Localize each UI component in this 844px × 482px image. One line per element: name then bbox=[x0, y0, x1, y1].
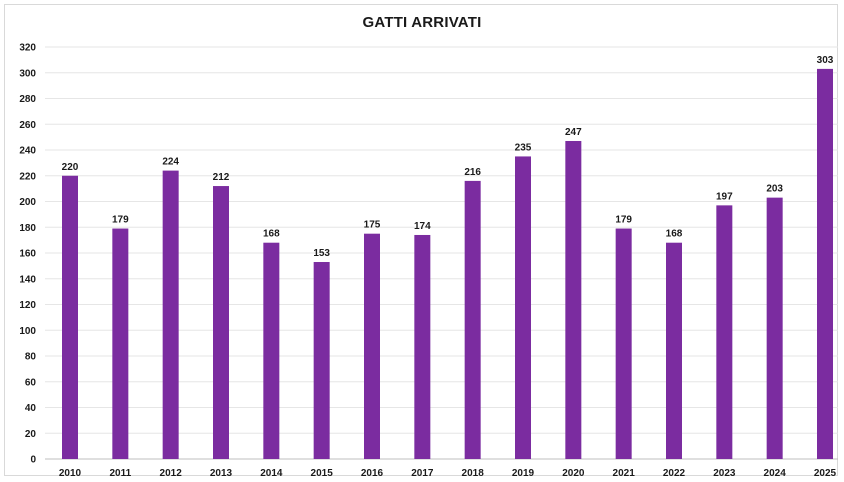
bar-2021 bbox=[615, 228, 632, 459]
bar-2020 bbox=[565, 140, 582, 460]
bar-2016 bbox=[364, 233, 380, 459]
y-tick-label: 160 bbox=[19, 249, 36, 260]
bar-2014 bbox=[263, 242, 280, 459]
y-tick-label: 200 bbox=[19, 197, 36, 208]
bar-2019 bbox=[515, 156, 531, 459]
data-label-2014: 168 bbox=[263, 229, 280, 240]
y-tick-label: 40 bbox=[25, 403, 37, 414]
bars bbox=[62, 68, 833, 460]
data-label-2015: 153 bbox=[313, 248, 330, 259]
bar-2025 bbox=[817, 68, 833, 459]
x-tick-label-2023: 2023 bbox=[713, 468, 736, 479]
y-tick-label: 0 bbox=[30, 455, 36, 466]
data-label-2021: 179 bbox=[615, 215, 632, 226]
x-tick-label-2020: 2020 bbox=[562, 468, 585, 479]
data-label-2017: 174 bbox=[414, 221, 431, 232]
y-tick-label: 280 bbox=[19, 94, 36, 105]
x-tick-label-2010: 2010 bbox=[59, 468, 82, 479]
y-tick-label: 260 bbox=[19, 120, 36, 131]
data-label-2023: 197 bbox=[716, 191, 733, 202]
data-label-2019: 235 bbox=[515, 142, 532, 153]
bar-2024 bbox=[766, 197, 783, 459]
data-label-2020: 247 bbox=[565, 127, 582, 138]
bar-2010 bbox=[62, 175, 78, 459]
data-label-2016: 175 bbox=[364, 220, 381, 231]
data-label-2012: 224 bbox=[162, 157, 179, 168]
x-tick-label-2025: 2025 bbox=[814, 468, 837, 479]
y-tick-label: 80 bbox=[25, 352, 37, 363]
x-tick-label-2013: 2013 bbox=[210, 468, 233, 479]
y-tick-label: 20 bbox=[25, 429, 37, 440]
x-tick-label-2024: 2024 bbox=[764, 468, 787, 479]
y-tick-label: 140 bbox=[19, 274, 36, 285]
y-tick-label: 180 bbox=[19, 223, 36, 234]
x-tick-label-2011: 2011 bbox=[109, 468, 131, 479]
y-tick-label: 240 bbox=[19, 146, 36, 157]
data-label-2025: 303 bbox=[817, 55, 834, 66]
x-tick-label-2012: 2012 bbox=[160, 468, 183, 479]
x-tick-label-2016: 2016 bbox=[361, 468, 384, 479]
y-tick-label: 120 bbox=[19, 300, 36, 311]
data-label-2022: 168 bbox=[666, 229, 683, 240]
data-label-2010: 220 bbox=[62, 162, 79, 173]
x-tick-label-2022: 2022 bbox=[663, 468, 686, 479]
bar-2017 bbox=[414, 234, 431, 459]
bar-2015 bbox=[313, 262, 330, 459]
x-tick-label-2019: 2019 bbox=[512, 468, 535, 479]
chart-title: GATTI ARRIVATI bbox=[362, 14, 482, 31]
y-tick-label: 300 bbox=[19, 68, 36, 79]
bar-2018 bbox=[464, 180, 481, 459]
x-tick-label-2014: 2014 bbox=[260, 468, 283, 479]
y-tick-label: 220 bbox=[19, 171, 36, 182]
x-tick-label-2018: 2018 bbox=[462, 468, 485, 479]
y-axis-ticks: 0 20 40 60 80 100 120 140 160 180 200 220 240 260 280 3… bbox=[19, 43, 36, 466]
x-tick-label-2015: 2015 bbox=[311, 468, 334, 479]
bar-2023 bbox=[716, 205, 733, 459]
data-labels: 220 179 224 212 168 153 175 174 216 235 247 179 168 1… bbox=[62, 55, 834, 259]
bar-2012 bbox=[162, 170, 179, 459]
data-label-2011: 179 bbox=[112, 215, 129, 226]
y-tick-label: 320 bbox=[19, 43, 36, 54]
data-label-2013: 212 bbox=[213, 172, 230, 183]
x-tick-label-2021: 2021 bbox=[613, 468, 636, 479]
bar-2013 bbox=[213, 186, 229, 460]
data-label-2024: 203 bbox=[766, 184, 783, 195]
bar-2022 bbox=[666, 242, 682, 459]
data-label-2018: 216 bbox=[464, 167, 481, 178]
x-tick-label-2017: 2017 bbox=[411, 468, 434, 479]
x-axis-ticks: 2010 2011 2012 2013 2014 2015 2016 2017 2018 2019… bbox=[59, 468, 837, 479]
y-tick-label: 60 bbox=[25, 377, 37, 388]
bar-2011 bbox=[112, 228, 129, 459]
y-tick-label: 100 bbox=[19, 326, 36, 337]
